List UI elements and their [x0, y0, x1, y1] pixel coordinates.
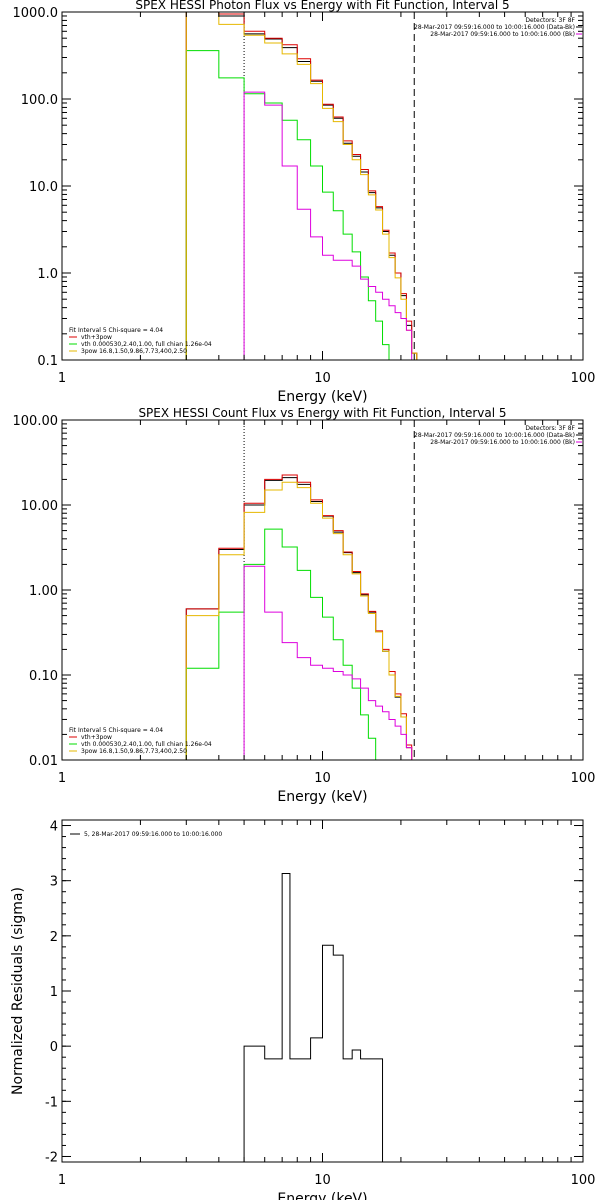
legend-entry: Fit Interval 5 Chi-square = 4.04	[69, 327, 163, 334]
chart-panel-1: SPEX HESSI Photon Flux vs Energy with Fi…	[13, 0, 596, 405]
header-text: Detectors: 3F 8F	[525, 425, 575, 432]
header-text: 28-Mar-2017 09:59:16.000 to 10:00:16.000…	[414, 24, 575, 31]
y-tick-label: 3	[50, 875, 58, 890]
legend-entry: vth+3pow	[81, 334, 112, 341]
series-line-2	[185, 474, 413, 760]
x-axis-label: Energy (keV)	[277, 389, 367, 405]
x-tick-label: 1	[58, 771, 66, 786]
y-axis-label: Normalized Residuals (sigma)	[10, 887, 26, 1095]
y-tick-label: 10.00	[21, 499, 58, 514]
y-tick-label: -2	[45, 1150, 58, 1165]
series-group	[185, 474, 413, 760]
y-tick-label: 0.01	[29, 754, 58, 769]
x-tick-label: 10	[314, 771, 331, 786]
chart-panel-3: 1 10 100 Energy (keV) -2 -1 0 1 2 3 4 Normalized Re…	[10, 819, 596, 1200]
header-text: 28-Mar-2017 09:59:16.000 to 10:00:16.000…	[430, 439, 575, 446]
legend-entry: vth 0.000530,2.40,1.00, full chian 1.26e…	[81, 741, 212, 748]
chart-panel-2: SPEX HESSI Count Flux vs Energy with Fit…	[13, 406, 596, 805]
y-tick-label: 1000.0	[13, 6, 59, 21]
x-tick-label: 10	[314, 371, 331, 386]
x-tick-label: 1	[58, 371, 66, 386]
series-line-4	[185, 12, 418, 360]
x-tick-label: 100	[571, 771, 596, 786]
series-line-5	[243, 565, 413, 760]
legend-entry: 3pow 16.8,1.50,9.86,7.73,400,2.50	[81, 748, 187, 755]
y-tick-label: 4	[50, 820, 58, 835]
legend-entry: vth+3pow	[81, 734, 112, 741]
series-group	[243, 873, 384, 1162]
x-tick-label: 100	[571, 1173, 596, 1188]
y-tick-label: 1.0	[37, 267, 58, 282]
legend-entry: 5, 28-Mar-2017 09:59:16.000 to 10:00:16.…	[84, 831, 222, 838]
chart-title: SPEX HESSI Photon Flux vs Energy with Fi…	[135, 0, 509, 12]
series-line-1	[243, 873, 384, 1162]
series-line-3	[185, 528, 377, 760]
x-tick-label: 10	[314, 1173, 331, 1188]
y-tick-label: 1	[50, 985, 58, 1000]
series-group	[185, 12, 418, 360]
y-tick-label: 100.0	[21, 93, 58, 108]
series-line-5	[243, 91, 418, 360]
y-tick-label: 10.0	[29, 180, 58, 195]
chart-title: SPEX HESSI Count Flux vs Energy with Fit…	[138, 406, 506, 420]
header-text: Detectors: 3F 8F	[525, 17, 575, 24]
x-tick-label: 1	[58, 1173, 66, 1188]
y-tick-label: 100.00	[13, 414, 59, 429]
x-axis-label: Energy (keV)	[277, 789, 367, 805]
header-text: 28-Mar-2017 09:59:16.000 to 10:00:16.000…	[414, 432, 575, 439]
y-tick-label: 0	[50, 1040, 58, 1055]
y-tick-label: 2	[50, 930, 58, 945]
legend-entry: vth 0.000530,2.40,1.00, full chian 1.26e…	[81, 341, 212, 348]
legend-entry: Fit Interval 5 Chi-square = 4.04	[69, 727, 163, 734]
header-text: 28-Mar-2017 09:59:16.000 to 10:00:16.000…	[430, 31, 575, 38]
series-line-4	[185, 481, 413, 760]
y-tick-label: 0.10	[29, 669, 58, 684]
y-tick-label: 0.1	[37, 354, 58, 369]
legend-entry: 3pow 16.8,1.50,9.86,7.73,400,2.50	[81, 348, 187, 355]
x-axis-label: Energy (keV)	[277, 1191, 367, 1200]
y-tick-label: -1	[45, 1095, 58, 1110]
y-tick-label: 1.00	[29, 584, 58, 599]
x-tick-label: 100	[571, 371, 596, 386]
